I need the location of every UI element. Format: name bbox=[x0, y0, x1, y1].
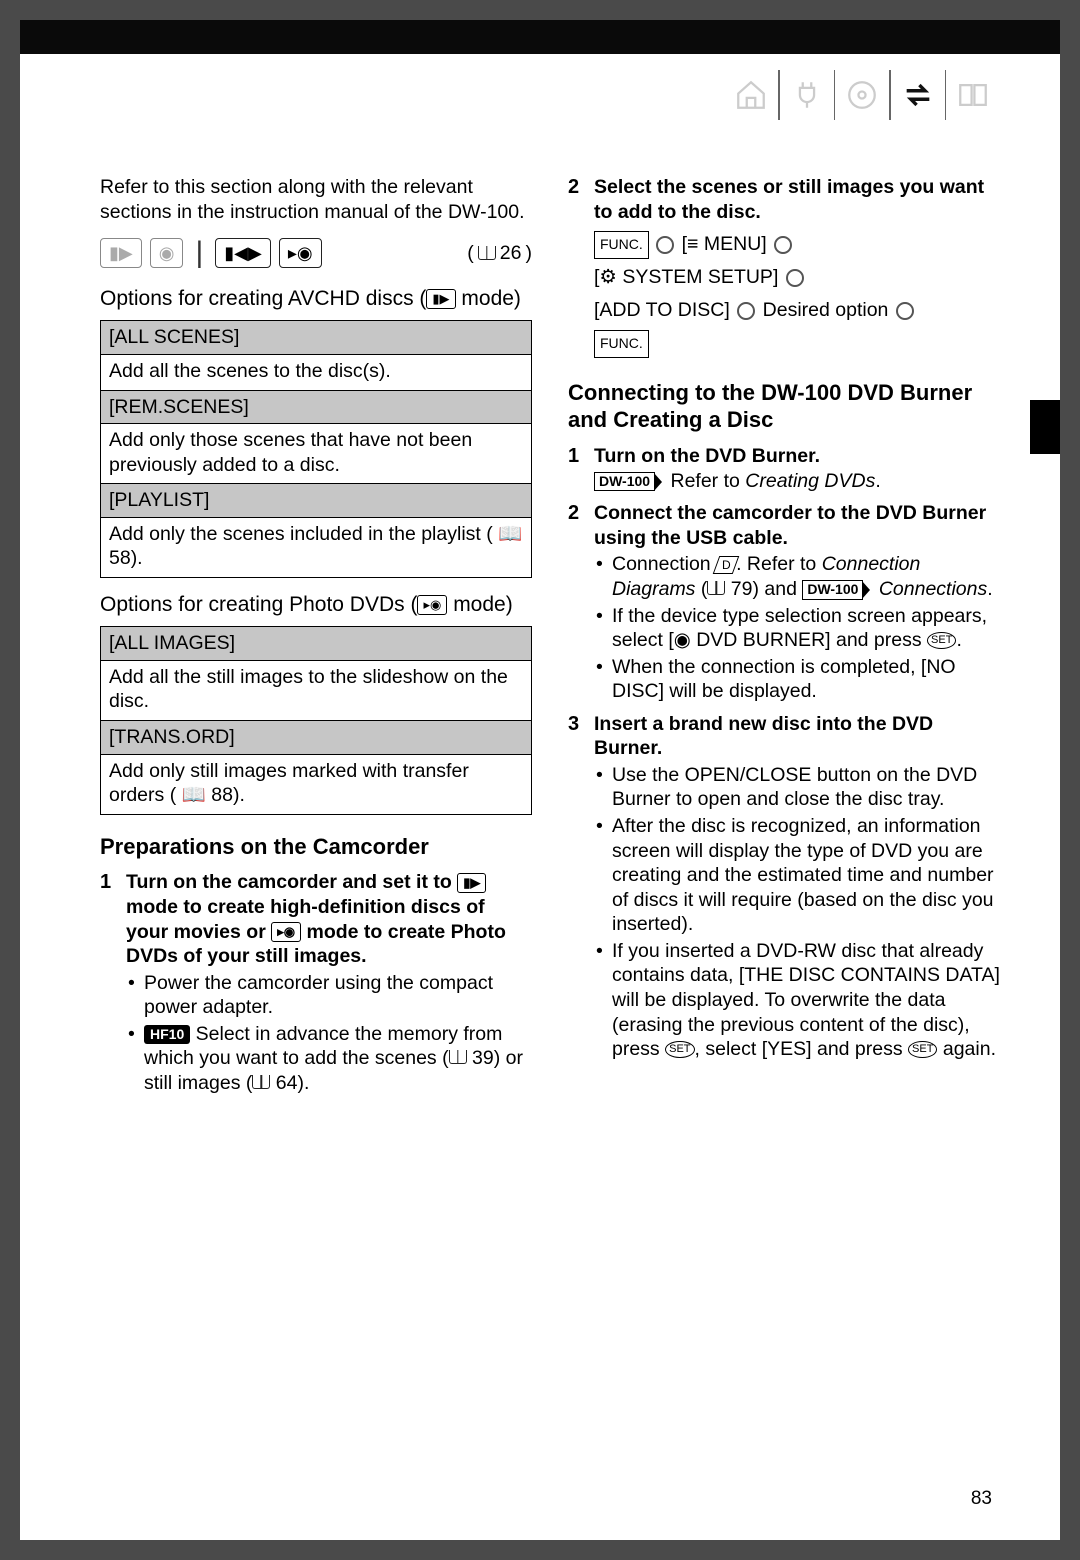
arrow-icon bbox=[896, 302, 914, 320]
side-tab bbox=[1030, 400, 1060, 454]
table-row-desc: Add only still images marked with transf… bbox=[101, 755, 531, 814]
hf10-badge: HF10 bbox=[144, 1025, 190, 1045]
set-button-icon: SET bbox=[927, 632, 956, 649]
c2-head: Connect the camcorder to the DVD Burner … bbox=[594, 502, 986, 549]
c-step-2: Connect the camcorder to the DVD Burner … bbox=[568, 501, 1000, 704]
mode-icons-row: ▮▶ ◉ | ▮◀▶ ▸◉ ( 26) bbox=[100, 234, 532, 272]
step-2-head: Select the scenes or still images you wa… bbox=[594, 176, 984, 223]
c3-bullets: Use the OPEN/CLOSE button on the DVD Bur… bbox=[594, 763, 1000, 1062]
table-row-desc: Add only those scenes that have not been… bbox=[101, 424, 531, 484]
bullet: After the disc is recognized, an informa… bbox=[594, 814, 1000, 937]
page-content: Refer to this section along with the rel… bbox=[100, 175, 1000, 1490]
table-row-desc: Add all the still images to the slidesho… bbox=[101, 661, 531, 721]
bullet: Power the camcorder using the compact po… bbox=[126, 971, 532, 1020]
prep-heading: Preparations on the Camcorder bbox=[100, 833, 532, 861]
c1-head: Turn on the DVD Burner. bbox=[594, 445, 820, 467]
arrow-icon bbox=[737, 302, 755, 320]
top-bar bbox=[20, 20, 1060, 54]
italic-ref: Creating DVDs bbox=[745, 470, 875, 492]
table-row-label: [ALL SCENES] bbox=[101, 321, 531, 355]
movie-play-icon: ▮▶ bbox=[426, 289, 455, 309]
bullet: When the connection is completed, [NO DI… bbox=[594, 655, 1000, 704]
page-ref-26: ( 26) bbox=[467, 241, 532, 266]
table-row-label: [TRANS.ORD] bbox=[101, 721, 531, 755]
func-button: FUNC. bbox=[594, 231, 649, 259]
set-button-icon: SET bbox=[908, 1041, 937, 1058]
table-row-label: [ALL IMAGES] bbox=[101, 627, 531, 661]
right-column: Select the scenes or still images you wa… bbox=[568, 175, 1000, 1490]
arrow-icon bbox=[786, 269, 804, 287]
strip-transfer-icon bbox=[891, 68, 945, 122]
c-step-3: Insert a brand new disc into the DVD Bur… bbox=[568, 712, 1000, 1062]
dw100-badge: DW-100 bbox=[802, 580, 863, 600]
c3-head: Insert a brand new disc into the DVD Bur… bbox=[594, 713, 933, 760]
photo-play-icon: ▸◉ bbox=[417, 595, 447, 615]
book-icon bbox=[449, 1050, 467, 1064]
movie-rec-icon: ▮▶ bbox=[100, 238, 142, 268]
book-icon bbox=[707, 581, 725, 595]
step-2: Select the scenes or still images you wa… bbox=[568, 175, 1000, 361]
func-button: FUNC. bbox=[594, 330, 649, 358]
strip-book-icon bbox=[946, 68, 1000, 122]
manual-page: Refer to this section along with the rel… bbox=[20, 20, 1060, 1540]
step-1-bullets: Power the camcorder using the compact po… bbox=[126, 971, 532, 1096]
book-icon bbox=[252, 1075, 270, 1089]
arrow-icon bbox=[774, 236, 792, 254]
bullet: If the device type selection screen appe… bbox=[594, 604, 1000, 653]
prep-steps: Turn on the camcorder and set it to ▮▶ m… bbox=[100, 870, 532, 1095]
page-number: 83 bbox=[971, 1488, 992, 1510]
movie-play-icon: ▮◀▶ bbox=[215, 238, 271, 268]
menu-icon: ≡ bbox=[687, 233, 698, 255]
table-row-desc: Add all the scenes to the disc(s). bbox=[101, 355, 531, 391]
step-1: Turn on the camcorder and set it to ▮▶ m… bbox=[100, 870, 532, 1095]
photo-play-icon: ▸◉ bbox=[271, 922, 301, 942]
left-column: Refer to this section along with the rel… bbox=[100, 175, 532, 1490]
strip-plug-icon bbox=[780, 68, 834, 122]
table-row-desc: Add only the scenes included in the play… bbox=[101, 518, 531, 577]
step-1-head: Turn on the camcorder and set it to ▮▶ m… bbox=[126, 871, 506, 967]
camera-icon: ◉ bbox=[150, 238, 184, 268]
bullet: Connection D. Refer to Connection Diagra… bbox=[594, 552, 1000, 601]
table-row-label: [PLAYLIST] bbox=[101, 484, 531, 518]
photo-play-icon: ▸◉ bbox=[279, 238, 322, 268]
strip-disc-icon bbox=[835, 68, 889, 122]
arrow-icon bbox=[656, 236, 674, 254]
pipe-divider: | bbox=[195, 234, 203, 272]
connect-steps: Turn on the DVD Burner. DW-100 Refer to … bbox=[568, 444, 1000, 1062]
table-row-label: [REM.SCENES] bbox=[101, 391, 531, 425]
c-step-1: Turn on the DVD Burner. DW-100 Refer to … bbox=[568, 444, 1000, 493]
set-button-icon: SET bbox=[665, 1041, 694, 1058]
intro-text: Refer to this section along with the rel… bbox=[100, 175, 532, 224]
connect-heading: Connecting to the DW-100 DVD Burner and … bbox=[568, 379, 1000, 434]
bullet: If you inserted a DVD-RW disc that alrea… bbox=[594, 939, 1000, 1062]
avchd-options-table: [ALL SCENES] Add all the scenes to the d… bbox=[100, 320, 532, 578]
strip-home-icon bbox=[724, 68, 778, 122]
section-icon-strip bbox=[724, 68, 1000, 122]
movie-play-icon: ▮▶ bbox=[457, 873, 486, 893]
photo-options-table: [ALL IMAGES] Add all the still images to… bbox=[100, 626, 532, 814]
bullet: Use the OPEN/CLOSE button on the DVD Bur… bbox=[594, 763, 1000, 812]
photo-heading: Options for creating Photo DVDs (▸◉ mode… bbox=[100, 592, 532, 618]
ref-num: 26 bbox=[500, 241, 522, 266]
avchd-heading: Options for creating AVCHD discs (▮▶ mod… bbox=[100, 286, 532, 312]
disc-icon: ◉ bbox=[674, 629, 691, 651]
right-steps-top: Select the scenes or still images you wa… bbox=[568, 175, 1000, 361]
dw100-badge: DW-100 bbox=[594, 472, 655, 492]
bullet: HF10 Select in advance the memory from w… bbox=[126, 1022, 532, 1096]
wrench-icon: ⚙ bbox=[599, 266, 616, 288]
c2-bullets: Connection D. Refer to Connection Diagra… bbox=[594, 552, 1000, 703]
nav-sequence: FUNC. [≡ MENU] [⚙ SYSTEM SETUP] [ADD TO … bbox=[594, 228, 1000, 361]
